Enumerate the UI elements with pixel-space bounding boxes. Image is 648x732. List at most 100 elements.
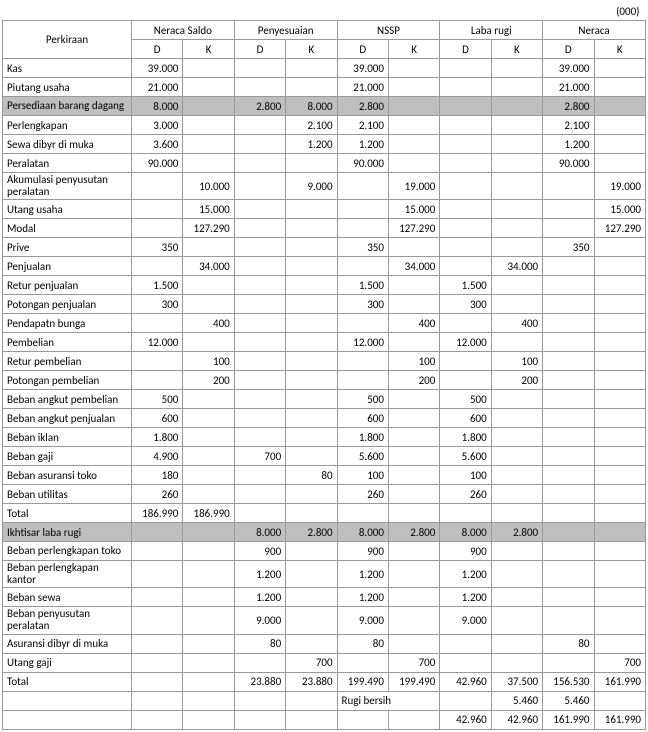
cell: 8.000 — [131, 97, 182, 116]
cell: 10.000 — [183, 173, 234, 200]
cell — [286, 154, 337, 173]
cell — [491, 588, 542, 607]
cell — [543, 333, 594, 352]
row-label: Beban gaji — [3, 447, 132, 466]
cell — [594, 276, 646, 295]
cell — [337, 314, 388, 333]
cell — [491, 154, 542, 173]
cell: 500 — [131, 390, 182, 409]
cell: 1.800 — [131, 428, 182, 447]
cell — [594, 116, 646, 135]
cell: 80 — [234, 634, 285, 653]
cell — [234, 314, 285, 333]
cell — [286, 588, 337, 607]
cell — [594, 428, 646, 447]
cell — [337, 219, 388, 238]
cell: 39.000 — [543, 59, 594, 78]
cell — [337, 173, 388, 200]
cell: 8.000 — [234, 523, 285, 542]
cell: 80 — [337, 634, 388, 653]
cell — [131, 653, 182, 672]
row-label: Potongan penjualan — [3, 295, 132, 314]
cell — [543, 352, 594, 371]
cell — [440, 200, 491, 219]
cell — [594, 97, 646, 116]
cell — [131, 173, 182, 200]
cell: 161.990 — [594, 672, 646, 691]
cell — [183, 485, 234, 504]
cell — [388, 295, 439, 314]
cell — [594, 154, 646, 173]
cell — [440, 371, 491, 390]
cell: 21.000 — [543, 78, 594, 97]
cell: 700 — [234, 447, 285, 466]
cell — [543, 588, 594, 607]
cell — [337, 371, 388, 390]
cell — [440, 219, 491, 238]
cell — [388, 447, 439, 466]
cell — [286, 276, 337, 295]
cell — [543, 390, 594, 409]
cell: 19.000 — [594, 173, 646, 200]
cell — [594, 78, 646, 97]
cell — [337, 200, 388, 219]
cell — [183, 409, 234, 428]
cell — [491, 116, 542, 135]
cell — [594, 485, 646, 504]
cell — [234, 333, 285, 352]
cell: 34.000 — [183, 257, 234, 276]
header-group-1: Penyesuaian — [234, 21, 337, 40]
cell: 39.000 — [131, 59, 182, 78]
cell — [183, 710, 234, 729]
cell — [286, 59, 337, 78]
cell — [286, 607, 337, 634]
cell — [286, 485, 337, 504]
cell: 1.200 — [286, 135, 337, 154]
cell — [183, 390, 234, 409]
cell — [388, 333, 439, 352]
cell: 186.990 — [131, 504, 182, 523]
cell — [286, 634, 337, 653]
cell — [131, 672, 182, 691]
cell — [594, 333, 646, 352]
cell — [388, 607, 439, 634]
cell — [543, 200, 594, 219]
cell: 80 — [286, 466, 337, 485]
cell — [594, 466, 646, 485]
cell — [183, 59, 234, 78]
cell — [543, 561, 594, 588]
cell: 12.000 — [440, 333, 491, 352]
cell — [286, 710, 337, 729]
cell: 8.000 — [440, 523, 491, 542]
row-label: Sewa dibyr di muka — [3, 135, 132, 154]
cell: 1.200 — [337, 561, 388, 588]
cell — [183, 653, 234, 672]
cell — [234, 135, 285, 154]
cell — [337, 653, 388, 672]
cell — [234, 485, 285, 504]
cell: 9.000 — [440, 607, 491, 634]
cell: 2.800 — [286, 523, 337, 542]
cell — [388, 116, 439, 135]
cell: 42.960 — [440, 710, 491, 729]
cell — [234, 352, 285, 371]
cell: 9.000 — [286, 173, 337, 200]
cell — [131, 607, 182, 634]
cell — [131, 588, 182, 607]
cell: 5.600 — [440, 447, 491, 466]
row-label: Beban angkut penjualan — [3, 409, 132, 428]
cell — [594, 588, 646, 607]
cell — [594, 409, 646, 428]
cell — [440, 154, 491, 173]
cell: 5.460 — [543, 691, 594, 710]
cell — [440, 691, 491, 710]
row-label: Modal — [3, 219, 132, 238]
cell: 5.460 — [491, 691, 542, 710]
cell — [234, 116, 285, 135]
cell: 3.000 — [131, 116, 182, 135]
cell — [594, 390, 646, 409]
cell — [543, 466, 594, 485]
cell: 12.000 — [337, 333, 388, 352]
cell — [388, 276, 439, 295]
cell — [234, 371, 285, 390]
